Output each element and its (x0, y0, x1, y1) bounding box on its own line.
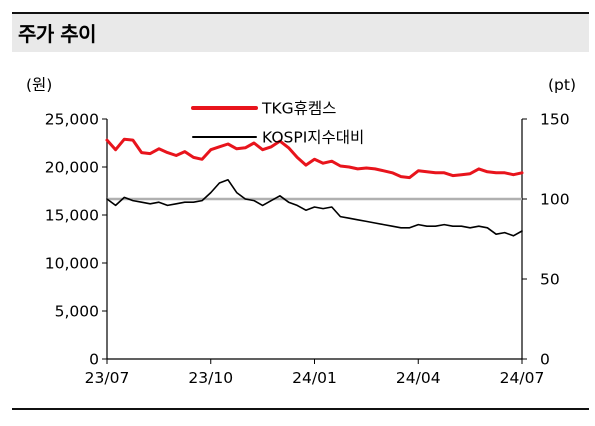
right-tick-label: 50 (540, 271, 560, 289)
right-tick-label: 0 (540, 351, 550, 369)
x-tick-label: 23/07 (85, 369, 130, 387)
chart-series (105, 137, 524, 237)
chart-legend: TKG휴켐스 KOSPI지수대비 (191, 100, 364, 147)
x-tick-label: 24/04 (396, 369, 441, 387)
x-tick-label: 24/07 (500, 369, 545, 387)
right-tick-label: 100 (540, 191, 570, 209)
right-axis-unit: (pt) (548, 76, 576, 94)
x-tick-label: 23/10 (188, 369, 233, 387)
page-title: 주가 추이 (18, 22, 97, 46)
x-tick-label: 24/01 (292, 369, 337, 387)
left-axis-unit: (원) (26, 76, 52, 94)
legend-label: KOSPI지수대비 (262, 129, 364, 147)
right-tick-label: 150 (540, 111, 570, 129)
series-line-tkg (105, 137, 524, 180)
left-tick-label: 5,000 (55, 303, 99, 321)
bottom-rule (12, 408, 589, 410)
legend-label: TKG휴켐스 (261, 100, 336, 118)
left-tick-label: 10,000 (45, 255, 99, 273)
chart-axes: 0 5,000 10,000 15,000 20,000 25,000 0 50 100 150 2… (45, 111, 570, 388)
left-tick-label: 25,000 (45, 111, 99, 129)
left-tick-label: 0 (89, 351, 99, 369)
left-tick-label: 15,000 (45, 207, 99, 225)
series-line-kospi-relative (106, 179, 523, 237)
left-tick-label: 20,000 (45, 159, 99, 177)
header-band (12, 14, 589, 52)
top-rule (12, 12, 589, 14)
